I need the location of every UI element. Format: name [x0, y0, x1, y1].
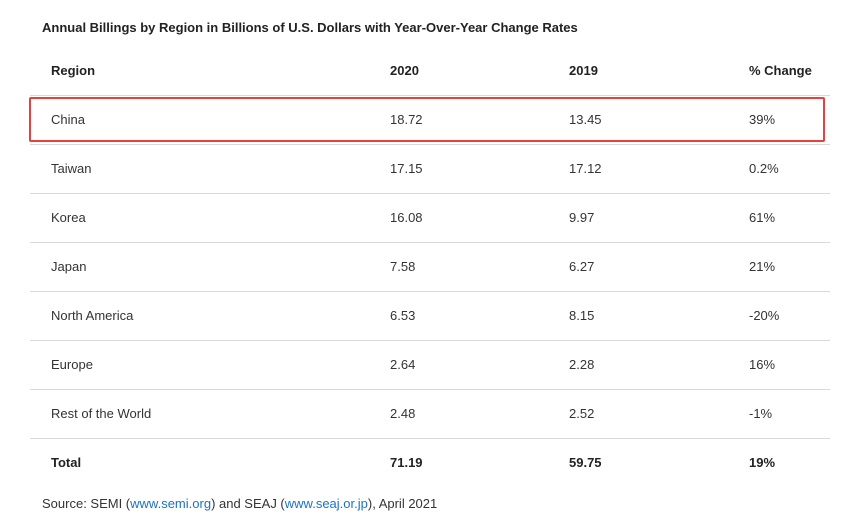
change-cell: 39%	[749, 112, 776, 127]
value-2020-cell: 18.72	[390, 112, 423, 127]
column-header-2019: 2019	[569, 63, 598, 78]
semi-link[interactable]: www.semi.org	[130, 496, 212, 511]
source-note: Source: SEMI (www.semi.org) and SEAJ (ww…	[42, 496, 437, 511]
table-row: Taiwan 17.15 17.12 0.2%	[30, 145, 830, 194]
change-cell: 61%	[749, 210, 776, 225]
total-2019-cell: 59.75	[569, 455, 602, 470]
value-2019-cell: 8.15	[569, 308, 595, 323]
region-cell: Taiwan	[51, 161, 92, 176]
value-2020-cell: 7.58	[390, 259, 416, 274]
value-2020-cell: 6.53	[390, 308, 416, 323]
total-change-cell: 19%	[749, 455, 776, 470]
total-label-cell: Total	[51, 455, 82, 470]
value-2019-cell: 13.45	[569, 112, 602, 127]
column-header-region: Region	[51, 63, 96, 78]
table-title: Annual Billings by Region in Billions of…	[42, 20, 578, 35]
table-row: Rest of the World 2.48 2.52 -1%	[30, 390, 830, 439]
total-2020-cell: 71.19	[390, 455, 423, 470]
region-cell: Rest of the World	[51, 406, 152, 421]
table-row: Japan 7.58 6.27 21%	[30, 243, 830, 292]
value-2020-cell: 2.48	[390, 406, 416, 421]
source-suffix: ), April 2021	[367, 496, 438, 511]
change-cell: 16%	[749, 357, 776, 372]
column-header-change: % Change	[749, 63, 812, 78]
value-2019-cell: 17.12	[569, 161, 602, 176]
source-prefix: Source: SEMI (	[42, 496, 131, 511]
value-2019-cell: 2.52	[569, 406, 595, 421]
billings-table: Region 2020 2019 % Change China 18.72 13…	[30, 47, 830, 488]
region-cell: Japan	[51, 259, 87, 274]
change-cell: 0.2%	[749, 161, 779, 176]
table-total-row: Total 71.19 59.75 19%	[30, 439, 830, 488]
value-2019-cell: 9.97	[569, 210, 595, 225]
table-row: North America 6.53 8.15 -20%	[30, 292, 830, 341]
table-header-row: Region 2020 2019 % Change	[30, 47, 830, 96]
region-cell: Korea	[51, 210, 86, 225]
value-2020-cell: 17.15	[390, 161, 423, 176]
change-cell: 21%	[749, 259, 776, 274]
table-row: Europe 2.64 2.28 16%	[30, 341, 830, 390]
change-cell: -1%	[749, 406, 773, 421]
value-2020-cell: 16.08	[390, 210, 423, 225]
region-cell: North America	[51, 308, 134, 323]
value-2019-cell: 2.28	[569, 357, 595, 372]
table-row: Korea 16.08 9.97 61%	[30, 194, 830, 243]
region-cell: Europe	[51, 357, 93, 372]
source-middle: ) and SEAJ (	[211, 496, 285, 511]
value-2020-cell: 2.64	[390, 357, 416, 372]
region-cell: China	[51, 112, 85, 127]
seaj-link[interactable]: www.seaj.or.jp	[284, 496, 368, 511]
table-row: China 18.72 13.45 39%	[30, 96, 830, 145]
value-2019-cell: 6.27	[569, 259, 595, 274]
change-cell: -20%	[749, 308, 780, 323]
column-header-2020: 2020	[390, 63, 419, 78]
